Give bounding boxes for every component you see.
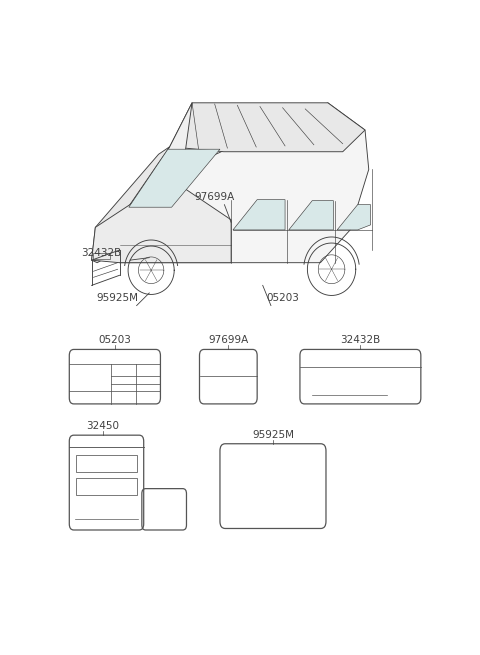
Text: 95925M: 95925M bbox=[96, 293, 139, 303]
Text: 05203: 05203 bbox=[98, 335, 132, 345]
Text: 95925M: 95925M bbox=[252, 430, 294, 440]
Text: 97699A: 97699A bbox=[208, 335, 249, 345]
Polygon shape bbox=[92, 178, 231, 263]
Text: 32432B: 32432B bbox=[340, 335, 381, 345]
Text: 05203: 05203 bbox=[267, 293, 300, 303]
Polygon shape bbox=[170, 103, 365, 152]
Polygon shape bbox=[92, 147, 170, 263]
Bar bbox=[94, 253, 110, 259]
Polygon shape bbox=[120, 103, 192, 250]
Polygon shape bbox=[233, 200, 285, 230]
Text: 32432B: 32432B bbox=[81, 248, 121, 257]
Text: 97699A: 97699A bbox=[194, 192, 235, 202]
Bar bbox=[76, 478, 137, 495]
Polygon shape bbox=[129, 149, 220, 207]
Polygon shape bbox=[289, 200, 334, 230]
Polygon shape bbox=[120, 103, 369, 263]
Text: 32450: 32450 bbox=[86, 421, 119, 431]
Polygon shape bbox=[337, 204, 371, 230]
Bar bbox=[76, 455, 137, 472]
